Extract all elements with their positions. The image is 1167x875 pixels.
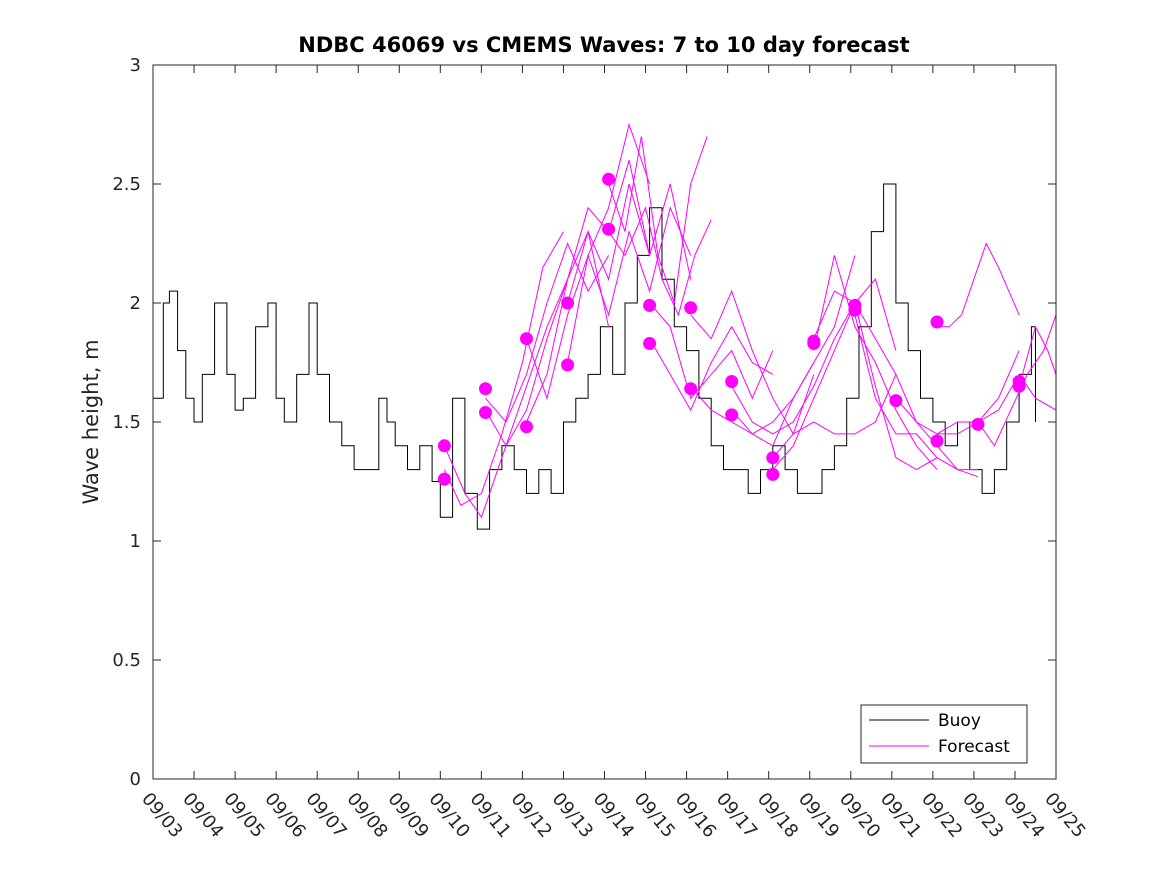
forecast-line-24: [937, 373, 1057, 435]
forecast-line-17: [772, 278, 897, 470]
forecast-point: [479, 406, 492, 419]
forecast-point: [643, 298, 657, 312]
forecast-line-22: [895, 350, 1020, 435]
forecast-line-21: [854, 314, 979, 478]
forecast-line-8: [608, 136, 708, 304]
legend-buoy-label: Buoy: [938, 711, 981, 731]
forecast-line-15: [731, 302, 856, 435]
forecast-point: [930, 315, 944, 329]
forecast-point: [479, 382, 492, 396]
forecast-line-19: [813, 255, 938, 470]
forecast-point: [889, 394, 903, 408]
y-axis: 0 0.5 1 1.5 2 2.5 3: [112, 55, 1056, 790]
forecast-points: [437, 172, 1026, 486]
forecast-line-11: [649, 325, 774, 412]
forecast-line-23: [937, 242, 1020, 328]
forecast-line-1: [443, 279, 569, 519]
chart-title: NDBC 46069 vs CMEMS Waves: 7 to 10 day f…: [298, 33, 909, 57]
forecast-line-26: [1018, 325, 1057, 387]
y-tick-label: 0: [130, 769, 141, 790]
forecast-point: [1012, 379, 1026, 393]
forecast-point: [437, 472, 451, 486]
forecast-point: [807, 337, 821, 350]
buoy-series: [153, 183, 1036, 530]
forecast-point: [766, 451, 780, 465]
y-tick-label: 1: [130, 531, 141, 552]
legend-forecast-label: Forecast: [938, 737, 1010, 757]
forecast-line-5: [526, 160, 651, 423]
forecast-point: [971, 417, 985, 431]
y-tick-label: 0.5: [112, 650, 141, 671]
y-tick-label: 1.5: [112, 412, 141, 433]
y-axis-label: Wave height, m: [79, 339, 103, 504]
forecast-point: [561, 358, 575, 372]
legend-box: [860, 704, 1028, 764]
legend: Buoy Forecast: [860, 704, 1028, 764]
buoy-line: [153, 183, 1036, 530]
forecast-point: [766, 467, 780, 481]
forecast-line-0: [443, 231, 564, 507]
y-tick-label: 2.5: [112, 174, 141, 195]
forecast-line-10: [649, 302, 774, 400]
forecast-series: [443, 122, 1057, 519]
forecast-line-9: [608, 206, 712, 317]
y-tick-label: 3: [130, 55, 141, 76]
forecast-line-14: [731, 255, 856, 447]
forecast-point: [520, 420, 533, 434]
forecast-point: [930, 434, 944, 448]
forecast-point: [725, 408, 739, 422]
forecast-point: [520, 332, 533, 346]
forecast-point: [602, 222, 616, 236]
forecast-line-7: [567, 206, 692, 363]
forecast-line-16: [772, 374, 897, 459]
forecast-point: [643, 337, 657, 350]
forecast-line-6: [567, 183, 692, 304]
forecast-point: [561, 296, 575, 310]
forecast-point: [684, 301, 698, 315]
y-tick-label: 2: [130, 293, 141, 314]
forecast-point: [602, 172, 616, 186]
forecast-line-18: [813, 290, 938, 471]
forecast-point: [848, 303, 862, 317]
forecast-point: [437, 439, 451, 453]
forecast-line-2: [485, 242, 610, 423]
forecast-point: [684, 382, 698, 396]
forecast-point: [725, 375, 739, 388]
